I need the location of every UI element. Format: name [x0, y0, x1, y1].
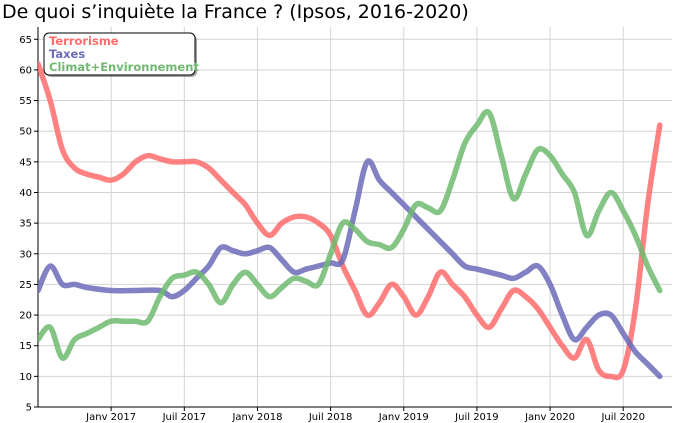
x-tick-label: Janv 2019	[378, 412, 429, 423]
x-tick-label: Janv 2017	[85, 412, 136, 423]
y-tick-label: 15	[19, 341, 32, 352]
y-tick-label: 35	[19, 219, 32, 230]
x-tick-label: Janv 2020	[524, 412, 575, 423]
series-line-terrorisme	[38, 61, 663, 381]
y-tick-label: 60	[19, 65, 32, 76]
chart-title: De quoi s’inquiète la France ? (Ipsos, 2…	[2, 1, 469, 23]
x-tick-label: Juil 2018	[308, 412, 352, 423]
y-tick-label: 65	[19, 35, 32, 46]
y-tick-label: 45	[19, 157, 32, 168]
x-tick-label: Janv 2018	[231, 412, 282, 423]
y-tick-label: 30	[19, 249, 32, 260]
y-tick-label: 25	[19, 280, 32, 291]
x-tick-label: Juil 2017	[162, 412, 206, 423]
series-line-climat-environnement	[38, 108, 663, 361]
legend-label-climat-environnement: Climat+Environnement	[49, 60, 199, 74]
x-tick-label: Juil 2020	[600, 412, 644, 423]
legend-box	[43, 32, 196, 76]
y-tick-label: 20	[19, 311, 32, 322]
y-tick-label: 50	[19, 127, 32, 138]
y-tick-label: 55	[19, 96, 32, 107]
series-line-taxes	[38, 158, 663, 380]
y-tick-label: 10	[19, 372, 32, 383]
legend-label-terrorisme: Terrorisme	[49, 34, 119, 48]
y-tick-label: 5	[26, 403, 32, 414]
series-lines	[38, 61, 663, 381]
legend-label-taxes: Taxes	[49, 47, 85, 61]
axes: 5 10 15 20 25 30 35 40 45 50 55 60 65 Janv 2017 Juil 2…	[19, 27, 672, 423]
x-tick-label: Juil 2019	[454, 412, 498, 423]
y-tick-label: 40	[19, 188, 32, 199]
